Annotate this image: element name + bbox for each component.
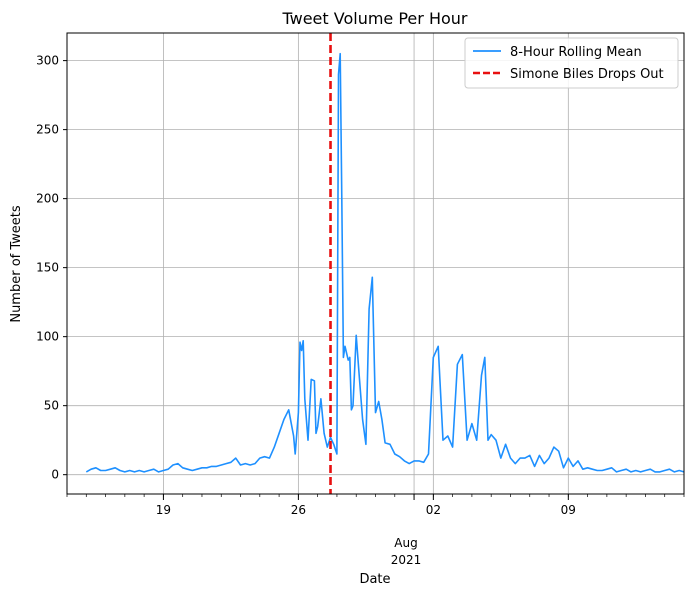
x-tick-label: 09	[561, 503, 576, 517]
series-layer	[85, 33, 685, 494]
y-axis-label: Number of Tweets	[9, 205, 24, 323]
x-axis-year-label: 2021	[391, 553, 422, 567]
y-tick-label: 150	[36, 261, 59, 275]
plot-frame	[66, 32, 685, 495]
y-tick-label: 300	[36, 54, 59, 68]
y-tick-label: 200	[36, 192, 59, 206]
legend: 8-Hour Rolling Mean Simone Biles Drops O…	[464, 37, 679, 89]
y-tick-label: 50	[44, 399, 59, 413]
chart-title: Tweet Volume Per Hour	[282, 9, 468, 28]
series-line-rolling-mean	[85, 52, 685, 473]
x-axis-label: Date	[359, 572, 390, 587]
x-tick-label: 02	[426, 503, 441, 517]
x-axis-month-label: Aug	[394, 536, 417, 550]
legend-box	[464, 37, 679, 89]
legend-label-rolling-mean: 8-Hour Rolling Mean	[510, 45, 642, 60]
x-axis-ticks: 19 26 02 09	[66, 494, 685, 517]
y-tick-label: 250	[36, 123, 59, 137]
x-tick-label: 26	[291, 503, 306, 517]
x-tick-label: 19	[156, 503, 171, 517]
y-axis-ticks: 0 50 100 150 200 250 300	[36, 54, 67, 482]
y-tick-label: 100	[36, 330, 59, 344]
y-tick-label: 0	[51, 468, 59, 482]
grid-lines	[67, 33, 684, 494]
legend-label-biles: Simone Biles Drops Out	[510, 67, 664, 82]
